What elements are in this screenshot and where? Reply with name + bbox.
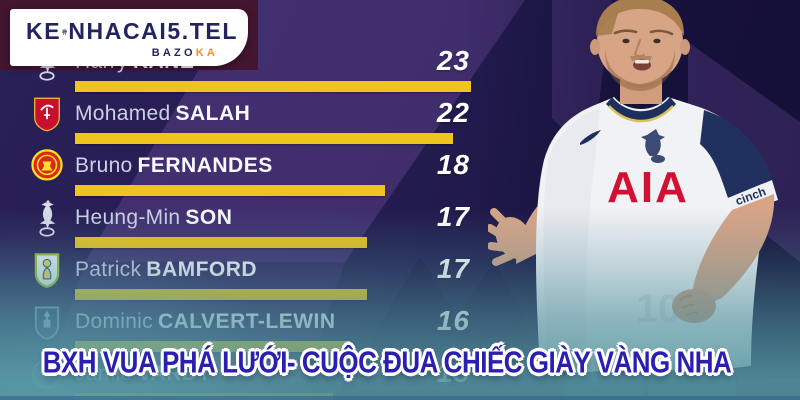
goals-bar bbox=[75, 81, 471, 92]
goals-bar bbox=[75, 237, 367, 248]
site-logo: KE NHACAI5.TEL BAZOKA bbox=[10, 9, 248, 66]
player-row: Heung-Min SON 17 bbox=[0, 200, 482, 256]
goals-bar bbox=[75, 289, 367, 300]
player-goals-value: 17 bbox=[436, 253, 470, 284]
player-goals-value: 16 bbox=[436, 305, 470, 336]
player-name: Patrick BAMFORD bbox=[75, 258, 257, 282]
club-badge-icon-everton bbox=[30, 303, 64, 341]
player-first-name: Heung-Min bbox=[75, 206, 181, 229]
player-last-name: CALVERT-LEWIN bbox=[157, 310, 336, 333]
player-row: Bruno FERNANDES 18 bbox=[0, 149, 482, 204]
player-last-name: SON bbox=[185, 206, 233, 229]
brand-text-pre: KE bbox=[26, 18, 62, 44]
player-first-name: Patrick bbox=[75, 258, 142, 281]
player-first-name: Mohamed bbox=[75, 102, 171, 125]
player-name: Bruno FERNANDES bbox=[75, 154, 273, 178]
goals-bar bbox=[75, 185, 385, 196]
player-last-name: FERNANDES bbox=[137, 154, 273, 177]
brand-tagline: BAZOKA bbox=[151, 46, 218, 59]
club-badge-icon-liverpool bbox=[30, 95, 64, 133]
player-last-name: BAMFORD bbox=[146, 258, 258, 281]
player-goals-value: 22 bbox=[436, 97, 470, 128]
club-badge-icon-man-utd bbox=[30, 147, 64, 185]
player-goals-value: 18 bbox=[436, 149, 470, 180]
player-goals-value: 17 bbox=[436, 201, 470, 232]
brand-name: KE NHACAI5.TEL bbox=[10, 15, 248, 47]
club-badge-icon-leeds bbox=[30, 251, 64, 289]
player-name: Heung-Min SON bbox=[75, 206, 232, 230]
goals-bar bbox=[75, 393, 333, 400]
goals-bar bbox=[75, 133, 453, 144]
player-goals-value: 23 bbox=[436, 45, 470, 76]
globe-mascot-icon bbox=[62, 28, 68, 35]
brand-text-post: NHACAI5.TEL bbox=[68, 18, 238, 44]
player-row: Patrick BAMFORD 17 bbox=[0, 253, 482, 308]
player-name: Dominic CALVERT-LEWIN bbox=[75, 310, 336, 334]
player-name: Mohamed SALAH bbox=[75, 102, 250, 126]
player-first-name: Dominic bbox=[75, 310, 153, 333]
player-first-name: Bruno bbox=[75, 154, 133, 177]
banner-title: BXH VUA PHÁ LƯỚI- CUỘC ĐUA CHIẾC GIÀY VÀ… bbox=[42, 344, 732, 380]
club-badge-icon-tottenham bbox=[30, 199, 64, 237]
player-last-name: SALAH bbox=[175, 102, 251, 125]
player-row: Mohamed SALAH 22 bbox=[0, 97, 482, 152]
